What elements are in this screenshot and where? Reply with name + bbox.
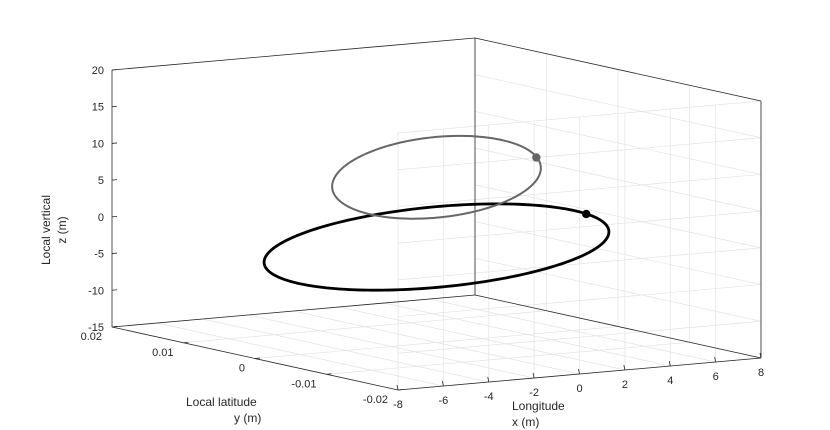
gridline-back-z	[397, 320, 762, 354]
x-tick-mark	[668, 360, 671, 367]
x-tick-label: -4	[484, 391, 494, 403]
z-tick-mark	[111, 215, 118, 218]
y-tick-mark	[111, 326, 118, 328]
series-1-orbit	[262, 202, 611, 292]
axes-box	[111, 37, 762, 391]
x-tick-label: -6	[438, 395, 448, 407]
x-tick-label: 2	[622, 379, 628, 391]
x-tick-label: 4	[667, 375, 673, 387]
x-tick-mark	[441, 380, 444, 387]
z-tick-label: -15	[88, 322, 104, 334]
axis-edge	[474, 37, 762, 102]
gridline-back-z	[397, 137, 762, 171]
gridline-back-z	[397, 174, 762, 207]
axis-edge	[474, 294, 762, 359]
gridline-floor-y	[183, 310, 547, 344]
z-tick-mark	[111, 142, 118, 144]
x-tick-mark	[578, 368, 580, 375]
z-tick-mark	[111, 289, 118, 291]
series-2-orbit	[331, 134, 542, 220]
gridline-back-z	[397, 284, 762, 317]
axis-edge	[111, 294, 476, 328]
gridline-back-z	[397, 210, 762, 244]
y-tick-label: 0	[239, 363, 245, 375]
gridline-side-z	[474, 221, 762, 285]
z-tick-mark	[111, 69, 118, 71]
axis-edge	[111, 37, 476, 71]
x-tick-label: 6	[713, 371, 719, 383]
gridline-side-z	[474, 74, 762, 139]
z-tick-mark	[111, 252, 118, 254]
y-tick-label: 0.02	[81, 331, 102, 343]
z-tick-label: 15	[92, 102, 104, 114]
x-tick-label: 0	[576, 383, 582, 395]
y-tick-mark	[254, 357, 261, 359]
z-axis-label-line2: z (m)	[55, 216, 69, 243]
z-tick-label: -5	[94, 249, 104, 261]
x-tick-mark	[623, 364, 626, 371]
z-tick-label: 20	[92, 65, 104, 77]
z-tick-mark	[111, 105, 118, 108]
y-axis-label-line1: Local latitude	[186, 395, 257, 409]
z-tick-label: 10	[92, 138, 104, 150]
x-tick-mark	[396, 384, 399, 391]
x-tick-mark	[532, 372, 535, 379]
z-tick-label: 5	[98, 175, 104, 187]
gridline-side-z	[474, 147, 762, 212]
z-axis-label-line1: Local vertical	[39, 195, 53, 265]
x-tick-label: -2	[529, 387, 539, 399]
gridline-side-z	[474, 257, 762, 322]
gridline-back-z	[397, 100, 762, 134]
x-tick-mark	[714, 356, 717, 363]
z-tick-label: -10	[88, 285, 104, 297]
y-tick-label: -0.01	[291, 378, 316, 390]
x-tick-label: 8	[758, 367, 764, 379]
z-tick-label: 0	[98, 212, 104, 224]
gridlines	[111, 37, 762, 391]
y-tick-label: 0.01	[152, 347, 173, 359]
y-tick-mark	[326, 373, 332, 375]
gridline-back-z	[397, 247, 762, 281]
y-tick-mark	[183, 341, 189, 344]
gridline-side-z	[474, 184, 762, 249]
x-axis-label-line2: x (m)	[512, 415, 539, 429]
x-axis-label-line1: Longitude	[512, 399, 565, 413]
series-2-marker	[532, 153, 541, 162]
y-axis-label-line2: y (m)	[234, 411, 261, 425]
z-tick-mark	[111, 179, 118, 181]
x-tick-mark	[487, 376, 490, 383]
gridline-floor-y	[326, 341, 690, 375]
series-group	[262, 134, 611, 292]
series-1-marker	[582, 209, 591, 219]
x-tick-mark	[759, 352, 762, 359]
y-tick-label: -0.02	[363, 394, 388, 406]
y-tick-mark	[397, 389, 404, 391]
gridline-floor-y	[254, 326, 619, 359]
x-tick-label: -8	[393, 399, 403, 411]
gridline-side-z	[474, 111, 762, 175]
